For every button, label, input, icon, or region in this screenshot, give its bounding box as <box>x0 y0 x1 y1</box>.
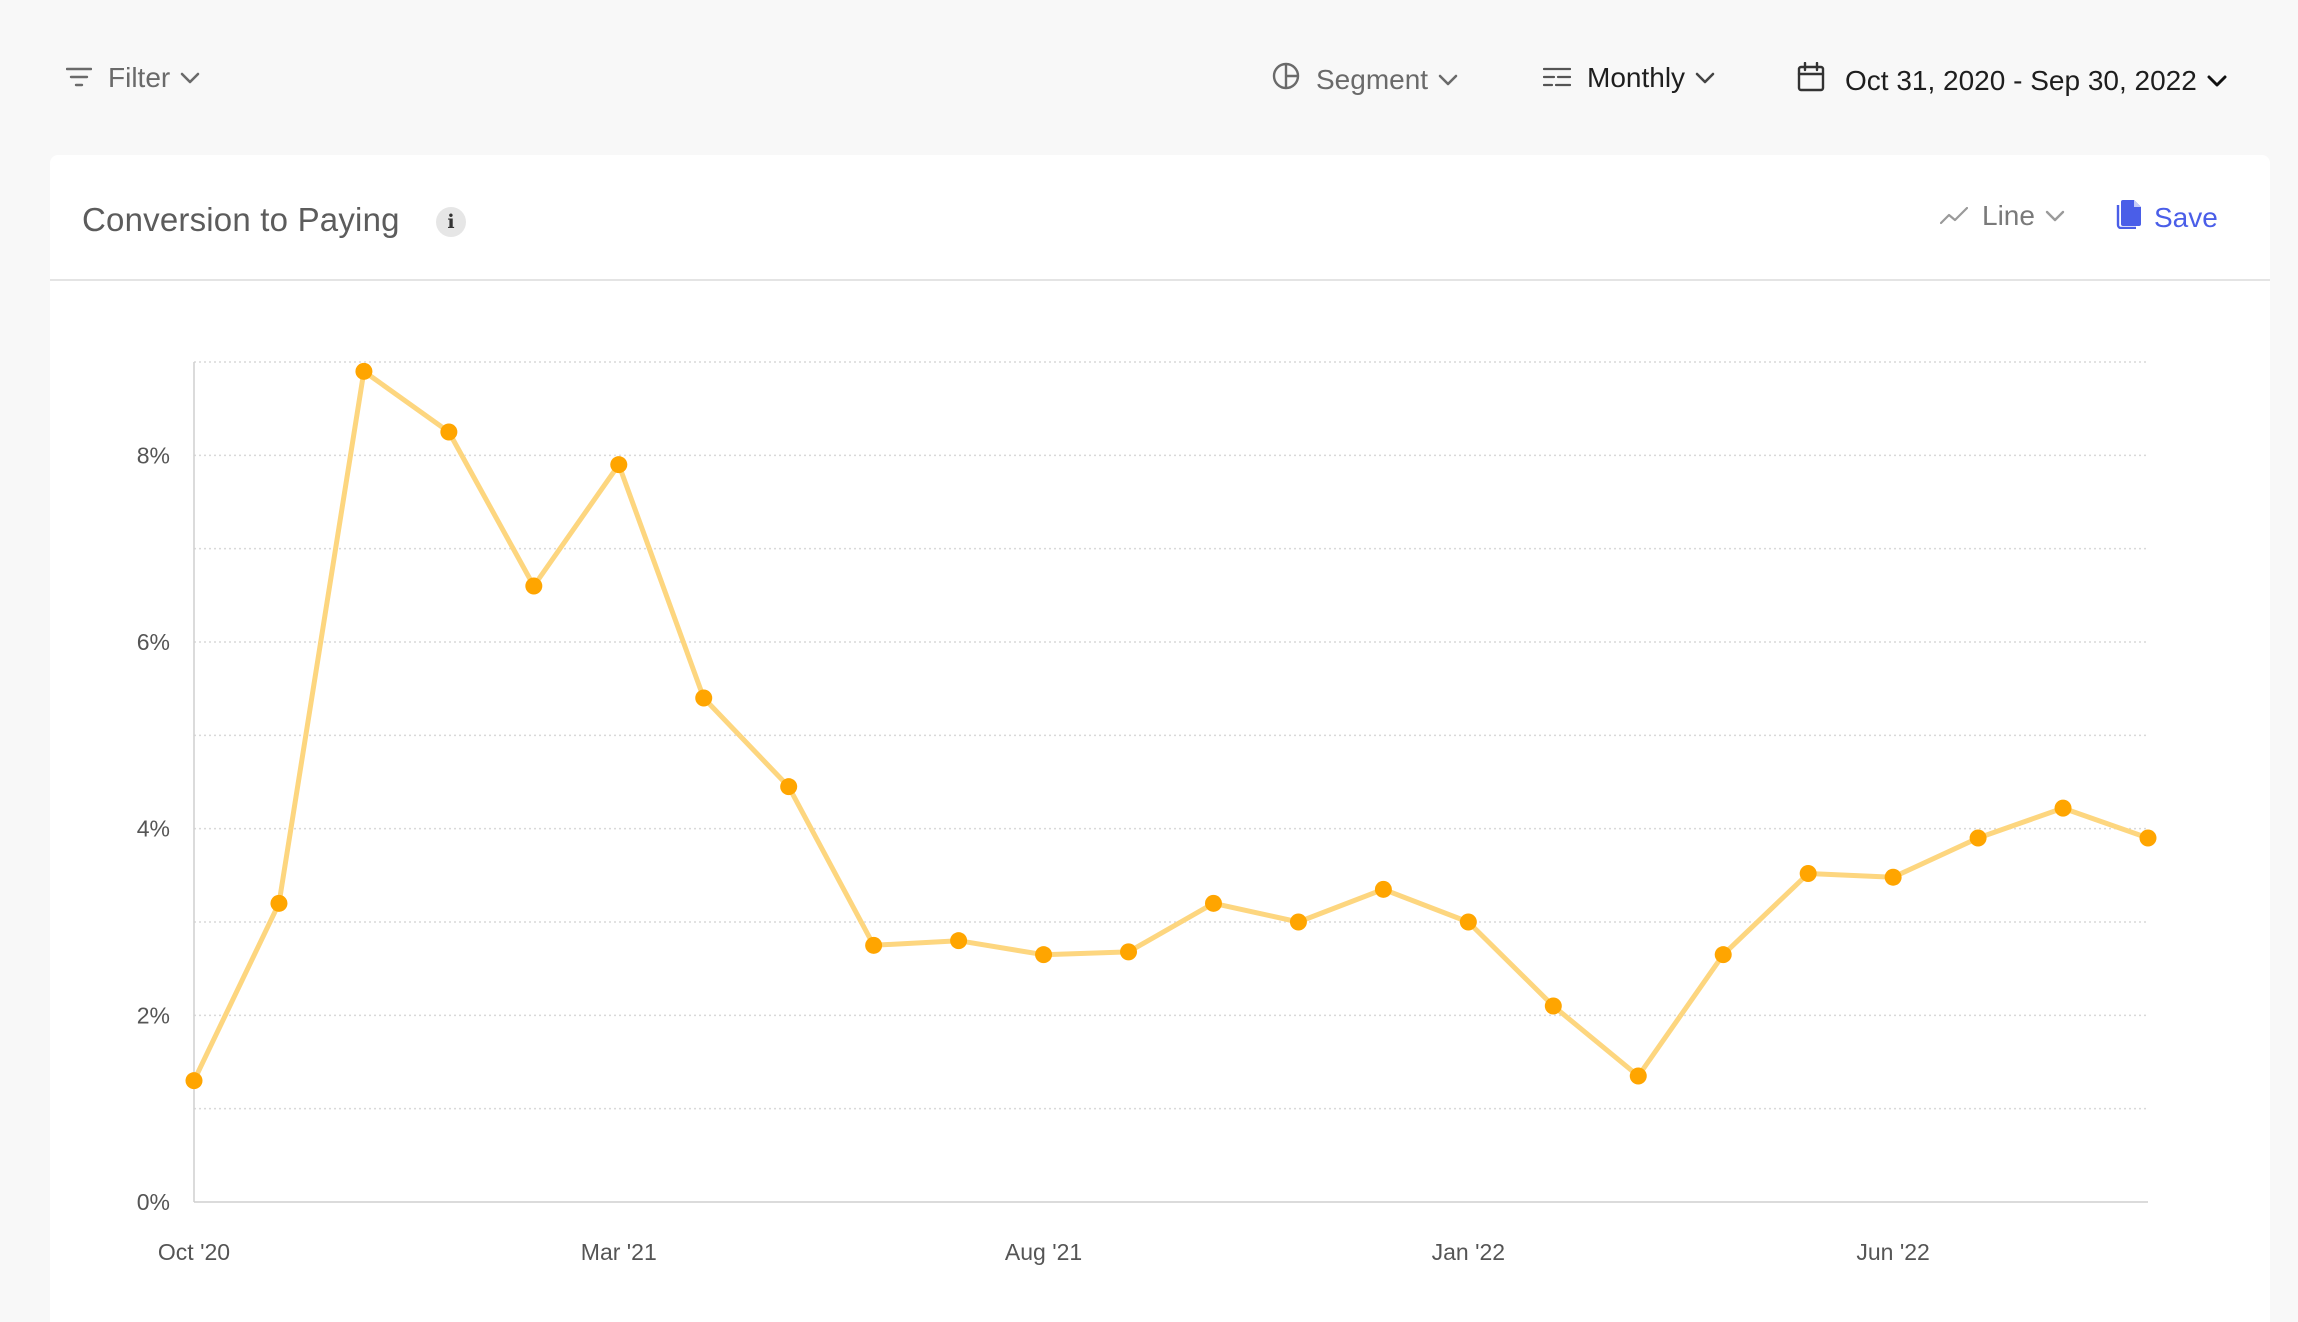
series-line <box>191 368 2151 1084</box>
filter-label: Filter <box>108 62 171 93</box>
data-point[interactable] <box>1969 829 1987 847</box>
data-point[interactable] <box>1120 943 1138 961</box>
data-point[interactable] <box>1629 1067 1647 1085</box>
axes: 0% 2% 4% 6% 8% Oct '20 Mar '21 Aug '21 Jan '22 Ju… <box>137 362 2148 1265</box>
data-point[interactable] <box>1459 913 1477 931</box>
save-label: Save <box>2154 201 2218 233</box>
date-range-picker[interactable]: Oct 31, 2020 - Sep 30, 2022 <box>1797 61 2227 99</box>
data-point[interactable] <box>185 1072 203 1090</box>
filter-icon <box>65 62 93 94</box>
chart-type-label: Line <box>1982 200 2035 231</box>
data-point[interactable] <box>1544 997 1562 1015</box>
chevron-down-icon <box>1695 72 1715 84</box>
grid <box>194 361 2148 1110</box>
segment-dropdown[interactable]: Segment <box>1272 62 1458 97</box>
y-tick-label: 6% <box>137 629 170 655</box>
data-point[interactable] <box>1714 946 1732 964</box>
segment-label: Segment <box>1316 63 1429 95</box>
data-point[interactable] <box>1289 913 1307 931</box>
chevron-down-icon <box>2207 75 2227 87</box>
x-tick-label: Oct '20 <box>158 1239 230 1265</box>
card-header: Conversion to Paying i Line Save <box>50 155 2270 281</box>
data-point[interactable] <box>695 689 713 707</box>
interval-icon <box>1542 62 1572 94</box>
data-point[interactable] <box>2139 829 2157 847</box>
y-tick-label: 0% <box>137 1189 170 1215</box>
data-point[interactable] <box>780 778 798 796</box>
data-point[interactable] <box>1884 868 1902 886</box>
interval-dropdown[interactable]: Monthly <box>1542 62 1715 94</box>
line-chart-icon <box>1939 200 1969 232</box>
series <box>185 362 2157 1090</box>
x-tick-label: Mar '21 <box>581 1239 657 1265</box>
data-point[interactable] <box>610 456 628 474</box>
calendar-icon <box>1797 61 1825 99</box>
x-tick-label: Jan '22 <box>1432 1239 1505 1265</box>
data-point[interactable] <box>950 932 968 950</box>
chevron-down-icon <box>2045 210 2065 222</box>
data-point[interactable] <box>1799 864 1817 882</box>
y-tick-label: 8% <box>137 442 170 468</box>
x-tick-label: Aug '21 <box>1005 1239 1082 1265</box>
data-point[interactable] <box>525 577 543 595</box>
date-range-label: Oct 31, 2020 - Sep 30, 2022 <box>1845 64 2197 96</box>
chart-title: Conversion to Paying <box>82 201 400 238</box>
info-icon[interactable]: i <box>436 207 466 237</box>
data-point[interactable] <box>1374 880 1392 898</box>
data-point[interactable] <box>2054 799 2072 817</box>
y-tick-label: 4% <box>137 816 170 842</box>
y-tick-label: 2% <box>137 1002 170 1028</box>
x-tick-label: Jun '22 <box>1856 1239 1929 1265</box>
save-button[interactable]: Save <box>2116 199 2218 236</box>
chart-card: Conversion to Paying i Line Save <box>50 155 2270 1322</box>
data-point[interactable] <box>270 894 288 912</box>
toolbar: Filter Segment Monthly Oct 31, 2020 - Se… <box>0 0 2298 155</box>
data-point[interactable] <box>355 362 373 380</box>
data-point[interactable] <box>440 423 458 441</box>
interval-label: Monthly <box>1587 62 1686 93</box>
data-point[interactable] <box>1204 894 1222 912</box>
segment-icon <box>1272 62 1300 97</box>
chevron-down-icon <box>180 72 200 84</box>
data-point[interactable] <box>1035 946 1053 964</box>
chart-type-dropdown[interactable]: Line <box>1939 200 2065 232</box>
data-point[interactable] <box>865 936 883 954</box>
chevron-down-icon <box>1438 74 1458 86</box>
filter-button[interactable]: Filter <box>65 62 200 94</box>
document-icon <box>2116 199 2142 236</box>
